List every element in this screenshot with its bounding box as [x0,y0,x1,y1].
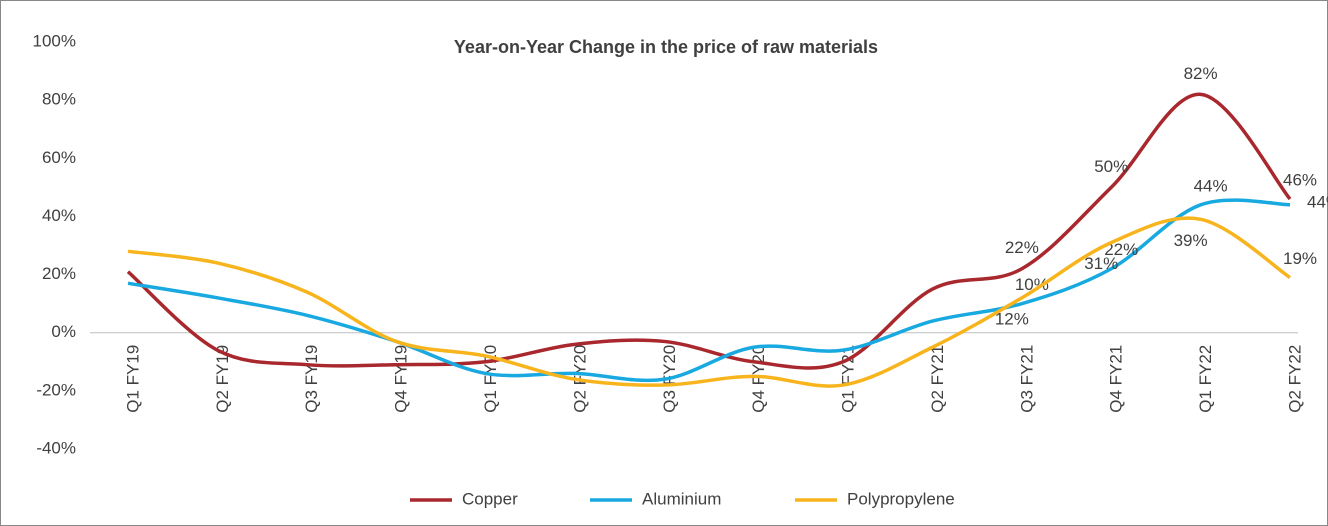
legend-label: Polypropylene [847,489,955,508]
y-tick-label: 60% [42,148,76,167]
data-label: 50% [1094,157,1128,176]
x-tick-label: Q1 FY22 [1196,345,1215,413]
data-label: 82% [1184,64,1218,83]
data-label: 19% [1283,249,1317,268]
y-tick-label: 20% [42,264,76,283]
legend-label: Copper [462,489,518,508]
data-label: 10% [1015,275,1049,294]
series-line [127,216,1291,388]
y-tick-label: -20% [36,380,76,399]
y-tick-label: 0% [51,322,76,341]
data-label: 22% [1104,240,1138,259]
y-tick-label: 80% [42,90,76,109]
x-tick-label: Q4 FY19 [392,345,411,413]
x-tick-label: Q4 FY21 [1107,345,1126,413]
y-tick-label: 100% [33,31,76,50]
y-tick-label: 40% [42,206,76,225]
series-line [126,92,1292,370]
x-tick-label: Q3 FY19 [302,345,321,413]
data-label: 22% [1005,238,1039,257]
x-tick-label: Q2 FY19 [213,345,232,413]
data-label: 31% [1084,254,1118,273]
x-tick-label: Q2 FY21 [928,345,947,413]
y-tick-label: -40% [36,438,76,457]
data-label: 46% [1283,170,1317,189]
data-label: 12% [995,309,1029,328]
data-label: 44% [1307,192,1328,211]
data-label: 44% [1194,176,1228,195]
legend-label: Aluminium [642,489,721,508]
x-tick-label: Q2 FY22 [1285,345,1304,413]
data-label: 39% [1174,231,1208,250]
x-tick-label: Q1 FY19 [123,345,142,413]
series-line [127,198,1291,383]
chart-title: Year-on-Year Change in the price of raw … [454,37,878,57]
x-tick-label: Q3 FY21 [1017,345,1036,413]
